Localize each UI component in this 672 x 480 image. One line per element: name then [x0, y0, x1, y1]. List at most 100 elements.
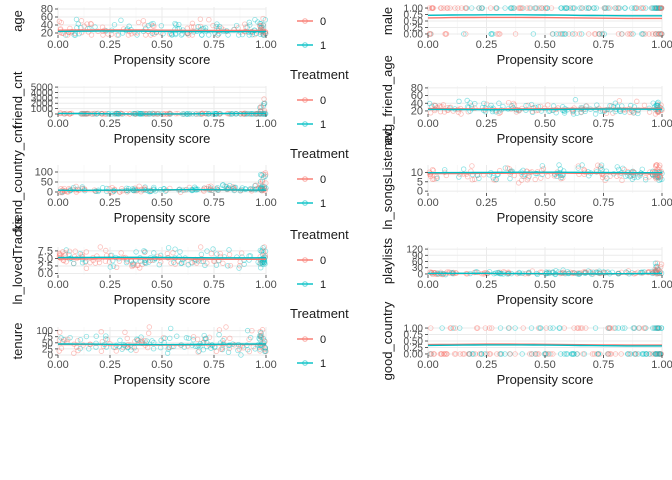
point-treated [261, 100, 268, 106]
point-treated [597, 165, 604, 171]
point-control [428, 31, 434, 37]
point-treated [107, 264, 114, 270]
y-tick-label: 2.5 [38, 260, 53, 272]
point-treated [656, 31, 662, 37]
point-control [657, 174, 663, 180]
point-control [263, 180, 269, 186]
point-treated [210, 246, 216, 252]
point-treated [564, 5, 570, 11]
x-tick-label: 0.25 [99, 279, 120, 291]
point-treated [601, 31, 607, 37]
point-treated [261, 100, 267, 107]
point-treated [578, 31, 585, 37]
point-control [540, 166, 547, 172]
point-treated [226, 247, 232, 253]
legend-title: Treatment [290, 227, 349, 242]
point-control [615, 5, 621, 11]
point-control [579, 325, 585, 331]
point-control [87, 259, 93, 266]
point-treated [547, 325, 553, 331]
point-treated [219, 346, 226, 353]
smooth-line-treated [427, 344, 662, 347]
point-control [559, 31, 566, 37]
point-control [257, 181, 264, 187]
point-treated [562, 31, 569, 37]
point-control [478, 5, 485, 11]
point-treated [656, 325, 662, 331]
point-treated [654, 325, 660, 331]
point-control [444, 351, 450, 357]
point-treated [258, 265, 264, 271]
point-treated [468, 5, 475, 11]
point-treated [657, 5, 663, 11]
point-control [652, 325, 658, 331]
x-tick-label: 0.75 [203, 39, 224, 51]
point-control [197, 16, 204, 22]
point-treated [223, 186, 230, 192]
point-control [71, 350, 77, 356]
point-control [501, 269, 508, 275]
point-control [658, 5, 665, 11]
point-control [82, 186, 88, 192]
y-tick-label: 80 [41, 4, 53, 16]
point-treated [642, 177, 649, 183]
y-axis-title: friend_country_cnt [10, 125, 25, 232]
point-treated [648, 5, 655, 11]
point-control [104, 336, 111, 343]
point-treated [593, 5, 600, 11]
point-control [132, 338, 138, 345]
point-control [605, 325, 611, 331]
point-treated [262, 348, 269, 354]
point-control [635, 269, 641, 276]
point-control [447, 325, 454, 331]
point-control [131, 262, 137, 268]
point-control [260, 249, 267, 255]
point-treated [605, 351, 611, 357]
point-control [627, 31, 633, 37]
point-control [542, 351, 549, 357]
point-control [455, 5, 461, 11]
point-control [489, 325, 495, 331]
point-treated [550, 325, 556, 331]
point-control [141, 186, 147, 192]
point-control [263, 171, 269, 178]
point-control [639, 5, 646, 11]
y-axis-title: good_country [380, 301, 395, 380]
point-treated [657, 176, 664, 182]
point-treated [601, 5, 608, 11]
point-treated [497, 325, 504, 331]
point-treated [596, 31, 603, 37]
point-treated [498, 351, 505, 357]
point-control [260, 22, 266, 28]
point-control [188, 24, 195, 30]
point-treated [579, 162, 585, 168]
legend-2: Treatment 0 1 [290, 67, 349, 131]
y-axis-title: ln_songsListened [380, 128, 395, 229]
point-treated [134, 32, 140, 38]
point-control [652, 111, 659, 117]
point-treated [654, 102, 661, 109]
point-control [603, 107, 609, 113]
point-control [652, 266, 658, 273]
point-treated [261, 348, 268, 354]
point-treated [532, 5, 539, 11]
y-tick-label: 0.50 [404, 337, 424, 348]
point-treated [511, 5, 517, 11]
point-control [246, 336, 252, 343]
point-treated [640, 31, 646, 37]
x-tick-label: 0.25 [476, 279, 497, 291]
point-treated [575, 165, 581, 171]
point-treated [61, 336, 67, 343]
point-control [575, 163, 582, 169]
point-control [515, 5, 522, 11]
point-control [627, 109, 633, 116]
point-control [612, 351, 619, 357]
point-treated [494, 5, 500, 11]
smooth-line-treated [57, 189, 267, 191]
point-treated [605, 5, 611, 11]
y-axis-title: age [10, 10, 25, 32]
y-tick-label: 1000 [31, 104, 54, 115]
legend-4: Treatment 0 1 [290, 227, 349, 291]
point-control [226, 251, 233, 258]
point-treated [624, 351, 631, 357]
